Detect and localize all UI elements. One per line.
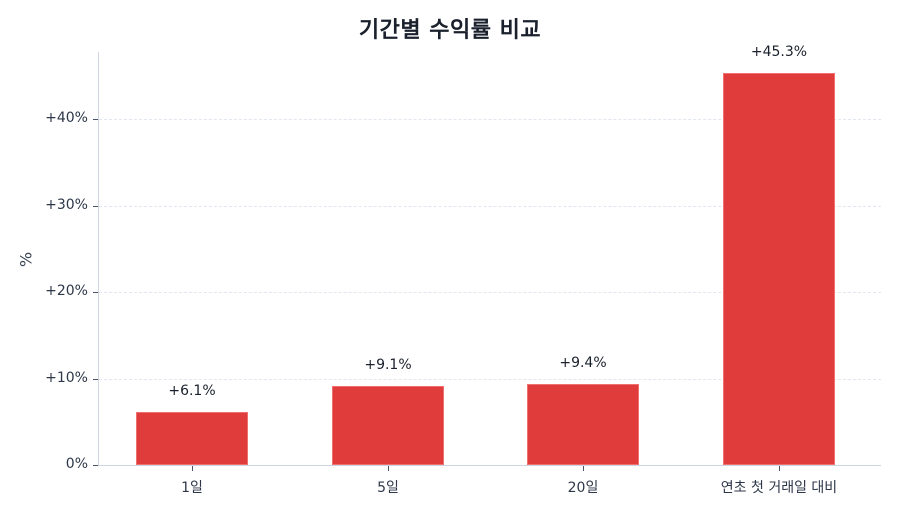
x-tick-label: 20일 [567, 480, 599, 496]
bar-value-label: +9.4% [559, 355, 607, 371]
gridline [99, 292, 881, 293]
bar-value-label: +6.1% [168, 383, 216, 399]
y-tick [93, 206, 98, 207]
gridline [99, 379, 881, 380]
chart-title: 기간별 수익률 비교 [358, 18, 542, 43]
bar [527, 384, 639, 465]
x-tick-label: 1일 [181, 480, 203, 496]
bar [723, 73, 835, 465]
bar [136, 412, 248, 465]
y-axis-line [98, 52, 99, 466]
y-tick [93, 379, 98, 380]
gridline [99, 206, 881, 207]
bar-value-label: +9.1% [364, 357, 412, 373]
y-tick-label: +30% [45, 197, 88, 213]
x-tick [388, 466, 389, 471]
y-tick-label: +20% [45, 283, 88, 299]
x-tick [583, 466, 584, 471]
bar [332, 386, 444, 465]
y-tick-label: +40% [45, 110, 88, 126]
y-tick [93, 292, 98, 293]
y-tick [93, 465, 98, 466]
y-tick-label: +10% [45, 370, 88, 386]
x-tick-label: 연초 첫 거래일 대비 [720, 480, 838, 496]
y-tick [93, 119, 98, 120]
x-axis-line [98, 465, 881, 466]
x-tick [192, 466, 193, 471]
gridline [99, 119, 881, 120]
y-tick-label: 0% [65, 456, 88, 472]
x-tick-label: 5일 [377, 480, 399, 496]
y-axis-label: % [16, 251, 36, 268]
bar-value-label: +45.3% [750, 44, 808, 60]
x-tick [779, 466, 780, 471]
